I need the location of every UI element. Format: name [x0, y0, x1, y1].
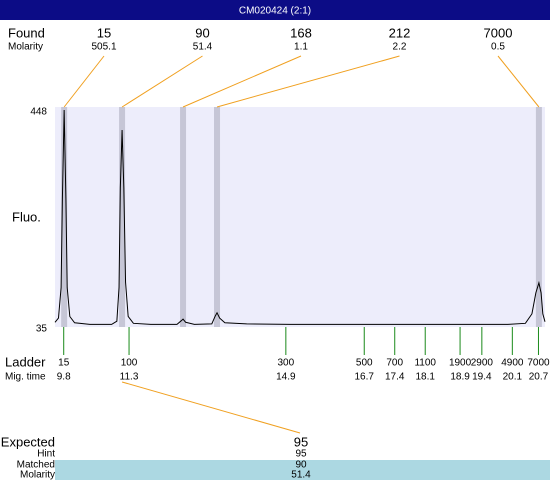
- ladder-time: 18.1: [415, 372, 435, 383]
- ladder-time: 18.9: [450, 372, 470, 383]
- expected-value: 95: [295, 449, 307, 460]
- found-molarity: 2.2: [393, 42, 407, 53]
- found-size: 90: [195, 25, 209, 40]
- expected-label: Hint: [37, 449, 55, 460]
- ladder-size: 1900: [449, 358, 472, 369]
- ladder-time: 11.3: [120, 372, 139, 383]
- peak-band: [119, 107, 126, 327]
- expected-label: Expected: [1, 434, 55, 449]
- ladder-time: 20.1: [503, 372, 523, 383]
- ladder-time: 9.8: [57, 372, 71, 383]
- expected-value: 90: [295, 460, 307, 471]
- ladder-size: 4900: [501, 358, 524, 369]
- ladder-size: 2900: [471, 358, 494, 369]
- expected-label: Molarity: [20, 470, 55, 480]
- title-bar: [0, 0, 550, 20]
- expected-connector: [121, 381, 301, 434]
- ladder-size: 300: [278, 358, 295, 369]
- found-sublabel: Molarity: [8, 42, 43, 53]
- found-size: 212: [389, 25, 411, 40]
- ladder-time: 16.7: [355, 372, 375, 383]
- ladder-time: 20.7: [529, 372, 549, 383]
- ladder-size: 500: [356, 358, 373, 369]
- expected-value: 95: [294, 434, 308, 449]
- ladder-size: 700: [386, 358, 403, 369]
- ladder-size: 7000: [527, 358, 550, 369]
- expected-label: Matched: [17, 460, 55, 471]
- y-tick-label: 35: [36, 324, 48, 335]
- found-size: 15: [97, 25, 111, 40]
- peak-band: [61, 107, 68, 327]
- peak-connector: [121, 55, 203, 108]
- peak-band: [180, 107, 187, 327]
- peak-band: [535, 107, 542, 327]
- trace: [54, 109, 546, 325]
- ladder-time: 17.4: [385, 372, 405, 383]
- ladder-size: 1100: [414, 358, 436, 369]
- ladder-size: 100: [121, 358, 138, 369]
- peak-connector: [63, 55, 105, 108]
- found-molarity: 505.1: [91, 42, 116, 53]
- peak-connector: [497, 55, 540, 108]
- peak-band: [214, 107, 221, 327]
- found-molarity: 51.4: [193, 42, 213, 53]
- found-size: 7000: [484, 25, 513, 40]
- found-label: Found: [8, 25, 45, 40]
- ladder-label: Ladder: [5, 354, 46, 369]
- content: 15505.19051.41681.12122.270000.535448159…: [1, 25, 550, 480]
- found-size: 168: [290, 25, 312, 40]
- matched-band: [55, 460, 550, 480]
- found-molarity: 0.5: [491, 42, 505, 53]
- peak-connector: [182, 55, 302, 108]
- ladder-sublabel: Mig. time: [5, 372, 46, 383]
- title: CM020424 (2:1): [239, 6, 311, 17]
- peak-connector: [216, 55, 400, 108]
- found-molarity: 1.1: [294, 42, 308, 53]
- y-tick-label: 448: [30, 107, 47, 118]
- y-label: Fluo.: [12, 209, 41, 224]
- ladder-time: 14.9: [276, 372, 296, 383]
- ladder-time: 19.4: [472, 372, 492, 383]
- plot-area: [55, 107, 545, 327]
- expected-value: 51.4: [291, 470, 311, 480]
- ladder-size: 15: [58, 358, 70, 369]
